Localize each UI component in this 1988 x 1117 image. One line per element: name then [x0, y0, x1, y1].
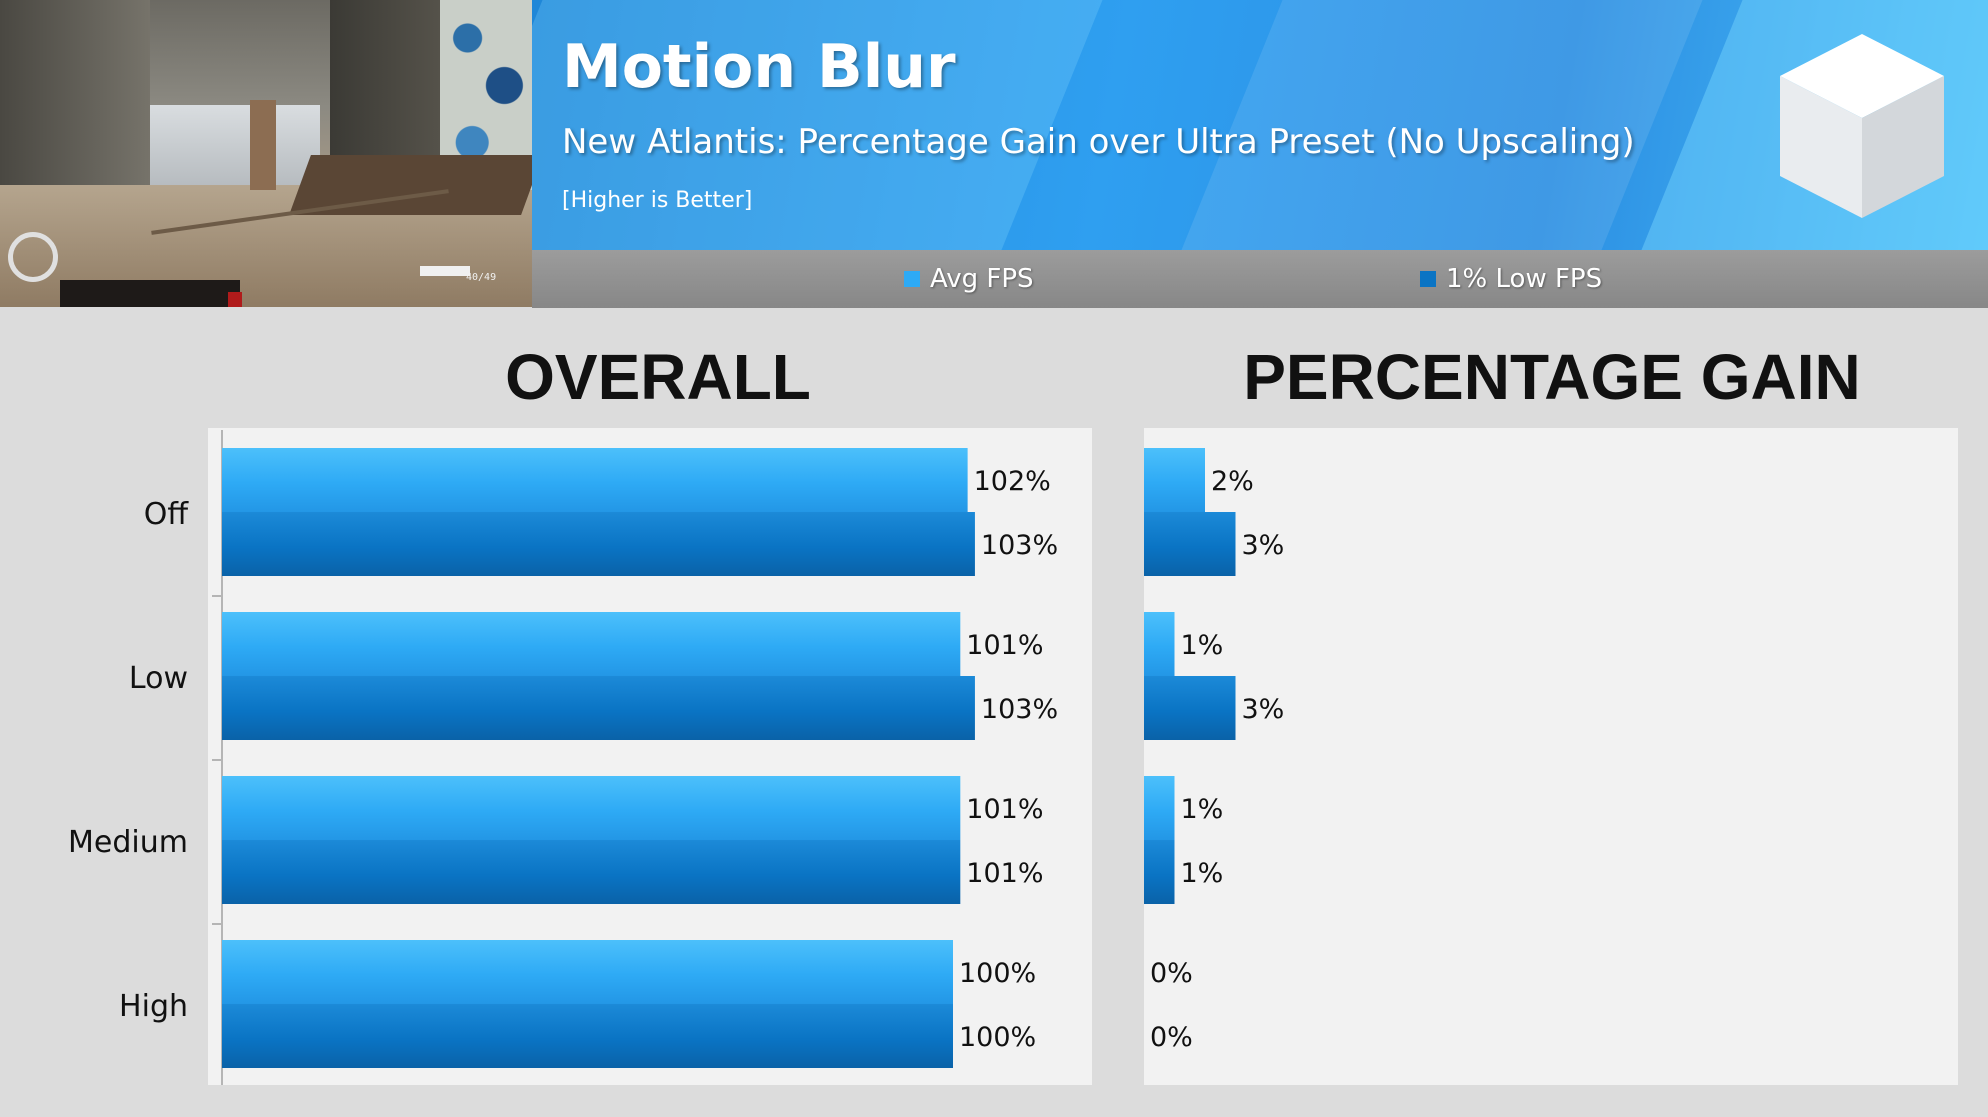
hud-compass-icon: [8, 232, 58, 282]
gain-data-label: 3%: [1242, 694, 1285, 725]
category-label: Off: [144, 497, 190, 532]
overall-bar-avg: [222, 448, 968, 512]
overall-data-label: 103%: [981, 530, 1058, 561]
overall-data-label: 100%: [959, 1022, 1036, 1053]
thumb-window: [150, 105, 320, 185]
overall-bar-avg: [222, 940, 953, 1004]
cube-logo-icon: [1780, 34, 1944, 218]
page-subtitle: New Atlantis: Percentage Gain over Ultra…: [562, 122, 1635, 162]
overall-data-label: 102%: [974, 466, 1051, 497]
hud-ammo-count: 40/49: [466, 272, 497, 283]
gain-bar-low: [1144, 676, 1236, 740]
legend-label-avg: Avg FPS: [930, 264, 1034, 294]
header-banner: Motion Blur New Atlantis: Percentage Gai…: [532, 0, 1988, 250]
legend-swatch-low: [1420, 271, 1436, 287]
gain-bar-avg: [1144, 448, 1205, 512]
overall-bar-low: [222, 840, 961, 904]
gain-bar-avg: [1144, 776, 1175, 840]
legend-bar: Avg FPS 1% Low FPS: [532, 250, 1988, 308]
overall-data-label: 101%: [966, 794, 1043, 825]
gain-data-label: 0%: [1150, 958, 1193, 989]
thumb-weapon: [60, 280, 240, 307]
gameplay-thumbnail: 40/49: [0, 0, 532, 307]
category-label: Low: [129, 661, 188, 696]
overall-data-label: 103%: [981, 694, 1058, 725]
gain-data-label: 1%: [1181, 630, 1224, 661]
gain-bar-low: [1144, 512, 1236, 576]
legend-swatch-avg: [904, 271, 920, 287]
gain-data-label: 0%: [1150, 1022, 1193, 1053]
overall-data-label: 100%: [959, 958, 1036, 989]
gain-data-label: 2%: [1211, 466, 1254, 497]
higher-is-better-note: [Higher is Better]: [562, 188, 753, 213]
overall-bar-low: [222, 1004, 953, 1068]
thumb-pillar: [250, 100, 276, 190]
gain-data-label: 1%: [1181, 794, 1224, 825]
overall-heading: OVERALL: [505, 341, 811, 413]
overall-data-label: 101%: [966, 858, 1043, 889]
legend-item-avg-fps: Avg FPS: [904, 264, 1034, 294]
gain-data-label: 1%: [1181, 858, 1224, 889]
category-label: Medium: [68, 825, 188, 860]
thumb-weapon-accent: [228, 292, 242, 307]
hud-weapon-icon: [420, 266, 470, 276]
gain-bar-low: [1144, 840, 1175, 904]
thumb-wall-right: [330, 0, 440, 180]
page-title: Motion Blur: [562, 32, 956, 102]
percentage-gain-heading: PERCENTAGE GAIN: [1243, 341, 1861, 413]
legend-label-low: 1% Low FPS: [1446, 264, 1603, 294]
gain-plot-area: [1144, 428, 1958, 1085]
category-label: High: [119, 989, 188, 1024]
overall-bar-low: [222, 676, 975, 740]
overall-bar-avg: [222, 612, 961, 676]
overall-data-label: 101%: [966, 630, 1043, 661]
gain-data-label: 3%: [1242, 530, 1285, 561]
overall-bar-low: [222, 512, 975, 576]
overall-bar-avg: [222, 776, 961, 840]
gain-bar-avg: [1144, 612, 1175, 676]
legend-item-low-fps: 1% Low FPS: [1420, 264, 1602, 294]
